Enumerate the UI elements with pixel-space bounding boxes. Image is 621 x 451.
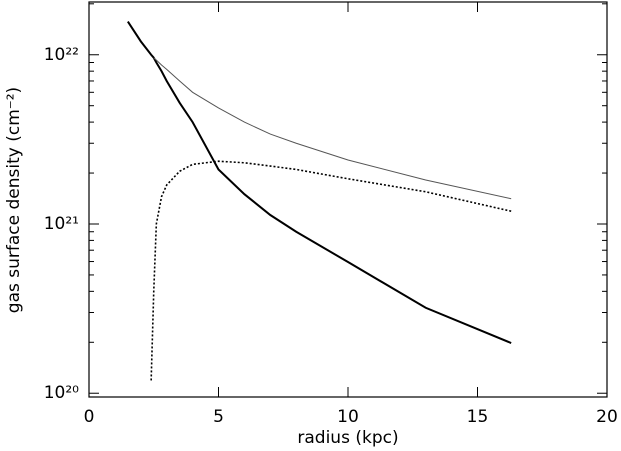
y-tick-label: 10²¹ [44,214,79,234]
x-tick-label: 10 [337,407,359,427]
y-tick-label: 10²² [44,45,79,65]
x-tick-label: 0 [84,407,95,427]
y-tick-label: 10²⁰ [44,383,79,403]
x-tick-label: 20 [596,407,618,427]
x-tick-label: 5 [213,407,224,427]
data-line [153,57,512,200]
x-tick-label: 15 [467,407,489,427]
y-axis-label: gas surface density (cm⁻²) [4,87,24,313]
data-line [150,160,512,381]
data-line [127,21,512,344]
x-axis-label: radius (kpc) [297,428,398,448]
plot-frame [88,1,608,398]
